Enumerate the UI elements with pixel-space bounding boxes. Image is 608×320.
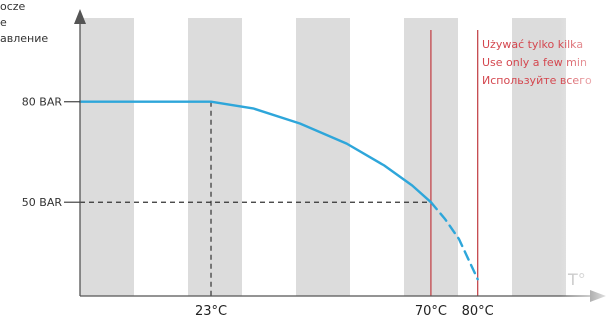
- x-tick-marks: 23°C 70°C 80°C: [195, 304, 494, 319]
- background-stripe: [188, 18, 242, 296]
- y-axis-title-line: авление: [0, 32, 48, 45]
- annotation-line: Używać tylko kilka: [482, 38, 583, 51]
- x-tick-label: 70°C: [415, 304, 447, 319]
- y-tick-label: 80 BAR: [22, 96, 63, 109]
- x-tick-label: 23°C: [195, 304, 227, 319]
- series-line-dashed: [429, 201, 479, 281]
- background-stripe: [80, 18, 134, 296]
- y-axis-title-line: е: [0, 16, 7, 29]
- y-axis-arrow: [74, 9, 86, 24]
- series-group: [78, 100, 479, 281]
- right-fade: [560, 0, 608, 320]
- y-axis-title-line: осze: [0, 0, 26, 13]
- y-axis-title: осze е авление: [0, 0, 48, 45]
- background-stripe: [296, 18, 350, 296]
- background-stripe: [512, 18, 566, 296]
- limit-lines: [430, 30, 479, 296]
- y-tick-label: 50 BAR: [22, 196, 63, 209]
- series-line-solid: [78, 100, 433, 204]
- y-tick-marks: 80 BAR 50 BAR: [22, 96, 80, 209]
- x-tick-label: 80°C: [462, 304, 494, 319]
